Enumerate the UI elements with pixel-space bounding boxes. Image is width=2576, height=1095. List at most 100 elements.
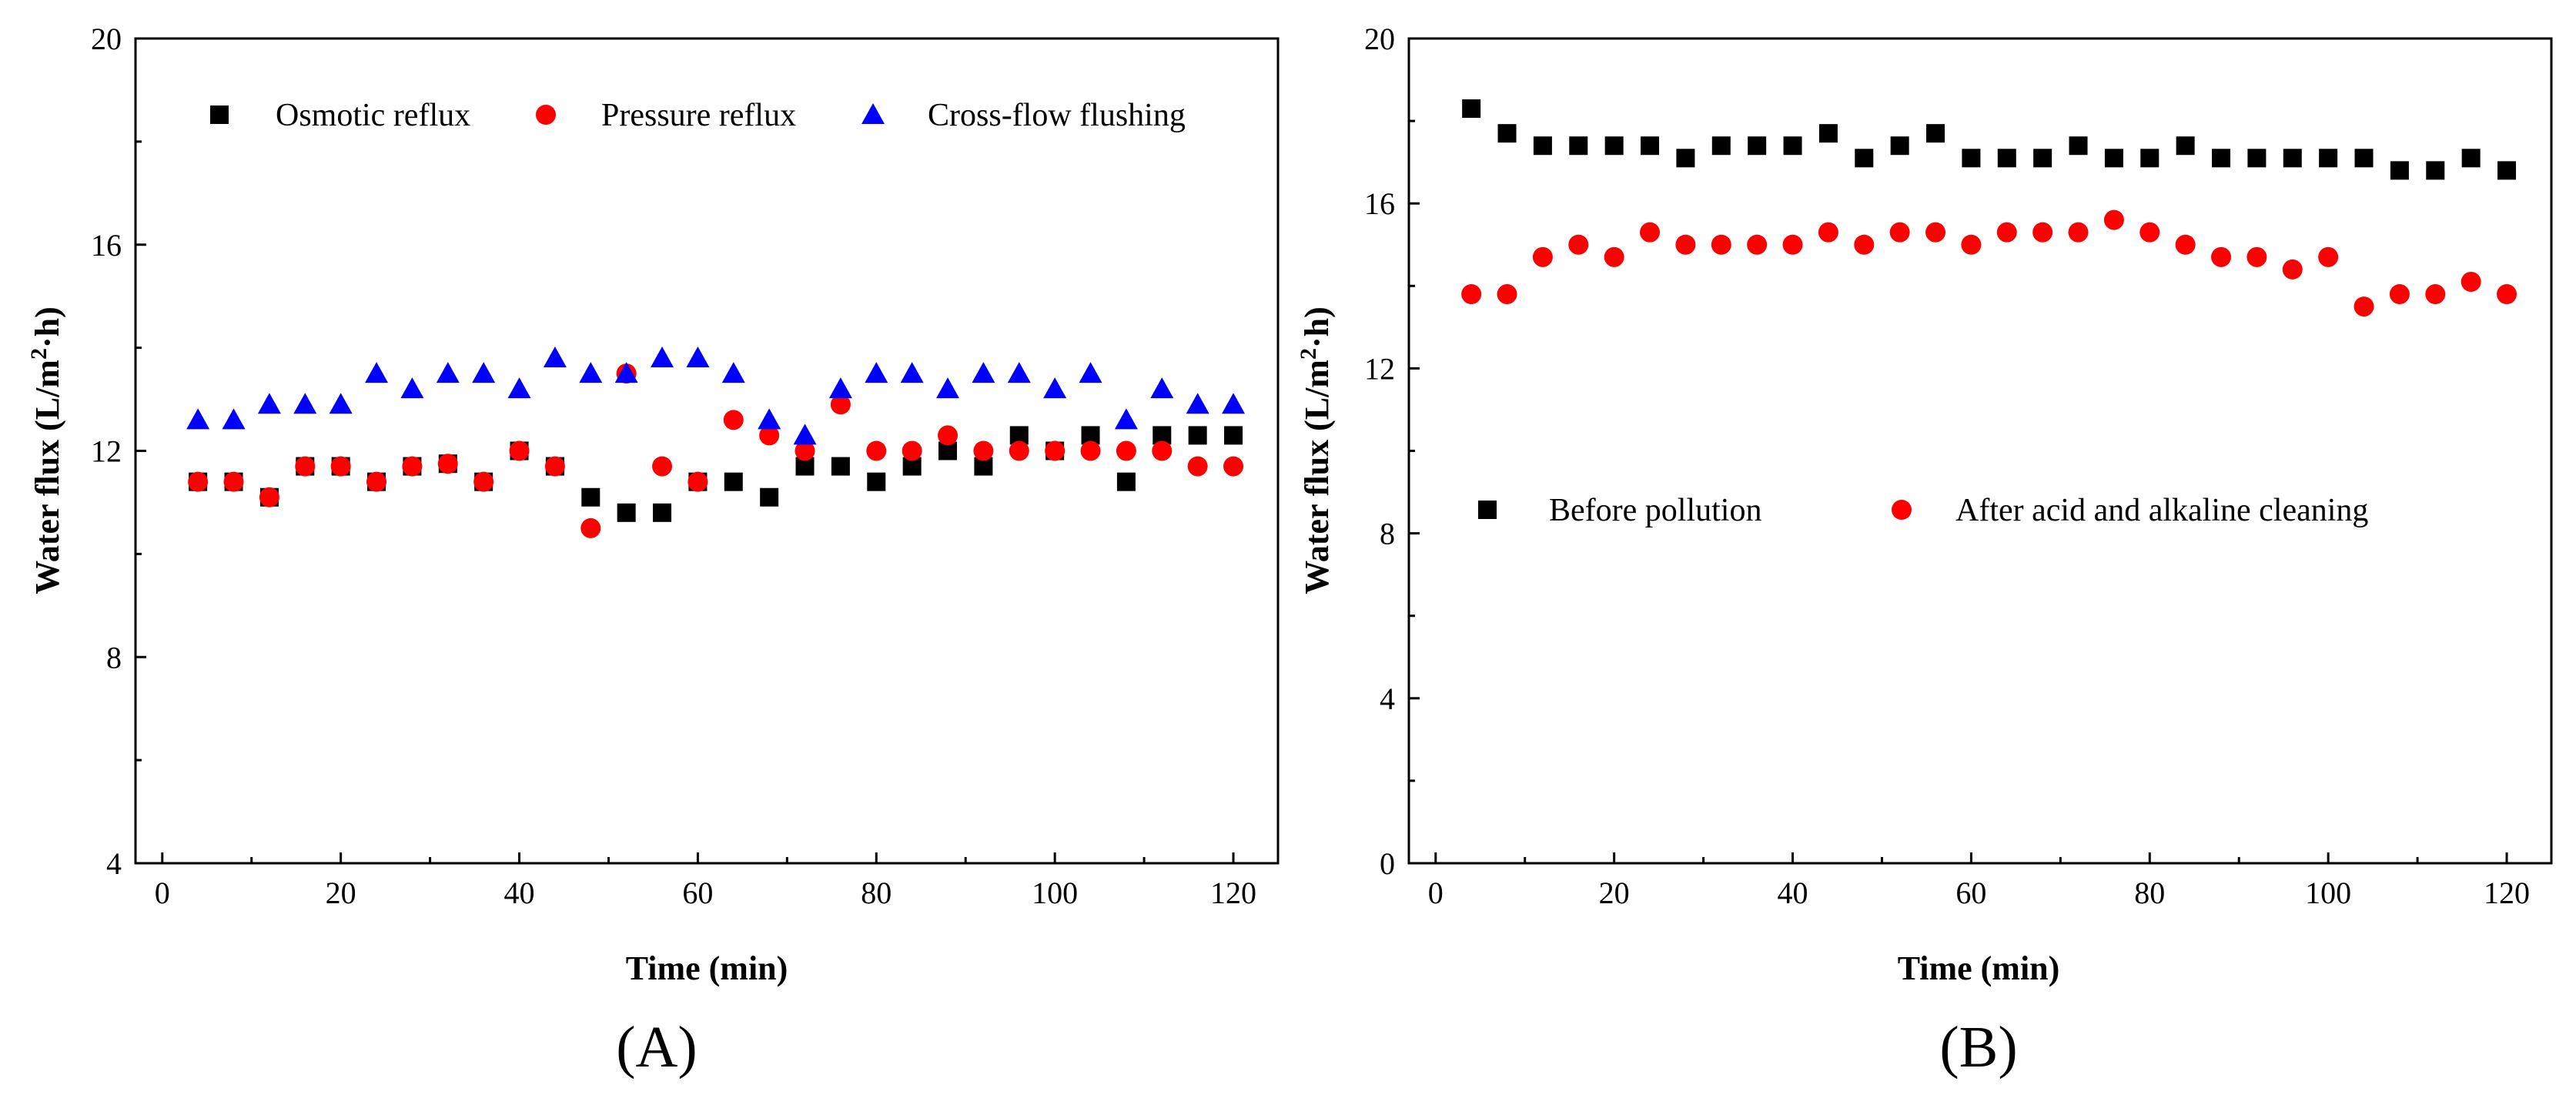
b-data-point: [2032, 222, 2053, 243]
b-x-tick-label: 0: [1428, 876, 1444, 910]
b-y-tick-label: 12: [1364, 351, 1395, 386]
panel-a-plot-frame: [134, 37, 1280, 865]
b-data-point: [2104, 149, 2123, 168]
b-data-point: [1962, 149, 1981, 168]
a-data-point: [402, 456, 423, 477]
b-y-tick-label: 20: [1364, 22, 1395, 56]
b-data-point: [1783, 136, 1802, 156]
b-data-point: [1675, 234, 1696, 255]
a-data-point: [724, 472, 743, 491]
panel-a-y-axis-title-tail: ·h): [28, 306, 66, 348]
a-data-point: [1116, 440, 1136, 461]
a-data-point: [580, 517, 601, 538]
b-data-point: [1782, 234, 1803, 255]
b-data-point: [2389, 284, 2410, 305]
b-data-point: [2426, 161, 2445, 180]
a-y-tick-label: 20: [91, 22, 122, 56]
b-data-point: [1890, 136, 1909, 156]
b-data-point: [2212, 149, 2231, 168]
a-data-point: [651, 347, 674, 368]
a-data-point: [509, 440, 530, 461]
panel-b-y-axis-title: Water flux (L/m2·h): [1296, 306, 1336, 594]
a-data-point: [1114, 408, 1138, 430]
a-data-point: [936, 377, 960, 399]
b-data-point: [2283, 149, 2302, 168]
a-legend-marker: [861, 103, 885, 124]
b-data-point: [1748, 136, 1767, 156]
b-data-point: [2176, 136, 2195, 156]
a-legend-label: Pressure reflux: [601, 98, 796, 133]
a-data-point: [867, 472, 886, 491]
b-y-tick-label: 4: [1380, 681, 1395, 716]
a-data-point: [436, 362, 460, 383]
b-data-point: [1462, 99, 1481, 119]
a-data-point: [653, 503, 672, 522]
b-data-point: [2461, 271, 2481, 292]
a-data-point: [293, 393, 317, 414]
b-data-point: [2211, 246, 2232, 267]
a-data-point: [1187, 456, 1208, 477]
panel-b-x-axis-title: Time (min): [1898, 949, 2060, 987]
a-data-point: [1079, 362, 1102, 383]
a-data-point: [330, 456, 351, 477]
panel-a-y-axis: 4 8 12 16 20: [91, 22, 146, 881]
a-data-point: [257, 393, 281, 414]
a-y-tick-label: 8: [106, 640, 122, 675]
a-data-point: [865, 362, 888, 383]
b-data-point: [1533, 136, 1552, 156]
a-data-point: [793, 424, 817, 445]
a-data-point: [1080, 440, 1101, 461]
b-data-point: [2319, 149, 2338, 168]
b-data-point: [1747, 234, 1768, 255]
b-x-tick-label: 20: [1599, 876, 1630, 910]
b-data-point: [1641, 136, 1660, 156]
a-data-point: [617, 503, 636, 522]
b-data-point: [2246, 246, 2267, 267]
panel-a: 4 8 12 16 20 0 20 40 60 80 100 120 Osmotic reflux P…: [26, 22, 1280, 1080]
b-data-point: [2068, 222, 2089, 243]
b-data-point: [2282, 259, 2303, 280]
b-data-point: [2318, 246, 2339, 267]
a-data-point: [1045, 440, 1066, 461]
b-data-point: [1996, 222, 2017, 243]
a-data-point: [723, 410, 744, 430]
a-data-point: [1007, 362, 1031, 383]
a-data-point: [900, 362, 924, 383]
a-data-point: [543, 347, 567, 368]
b-series-1: [1462, 99, 2517, 180]
b-data-point: [1604, 246, 1624, 267]
a-data-point: [473, 471, 494, 492]
a-data-point: [758, 408, 781, 430]
a-data-point: [365, 362, 389, 383]
a-data-point: [1116, 472, 1136, 491]
b-data-point: [1925, 222, 1946, 243]
b-data-point: [2033, 149, 2052, 168]
panel-a-data-points: [186, 347, 1246, 538]
b-data-point: [2354, 296, 2374, 317]
a-data-point: [544, 456, 565, 477]
panel-a-x-axis: 0 20 40 60 80 100 120: [155, 852, 1256, 910]
b-y-tick-label: 8: [1380, 517, 1395, 551]
b-data-point: [2354, 149, 2374, 168]
a-data-point: [295, 456, 316, 477]
panel-a-y-axis-title-sup: 2: [26, 348, 52, 360]
panel-a-x-axis-title: Time (min): [626, 949, 788, 987]
a-data-point: [186, 408, 210, 430]
a-data-point: [759, 425, 780, 446]
b-data-point: [1818, 124, 1838, 143]
a-y-tick-label: 16: [91, 228, 122, 263]
b-x-tick-label: 100: [2305, 876, 2351, 910]
panel-b-legend: Before pollution After acid and alkaline …: [1478, 493, 2368, 528]
a-data-point: [437, 454, 458, 474]
panel-b: 0 4 8 12 16 20 0 20 40 60 80 100 120 Before polluti…: [1296, 22, 2553, 1080]
a-x-tick-label: 0: [155, 876, 170, 910]
a-data-point: [259, 487, 279, 507]
b-data-point: [1711, 136, 1731, 156]
a-data-point: [366, 471, 387, 492]
b-data-point: [2069, 136, 2088, 156]
a-series-2: [188, 363, 1244, 538]
panel-a-y-axis-title-main: Water flux (L/m: [28, 360, 66, 594]
a-data-point: [973, 440, 994, 461]
